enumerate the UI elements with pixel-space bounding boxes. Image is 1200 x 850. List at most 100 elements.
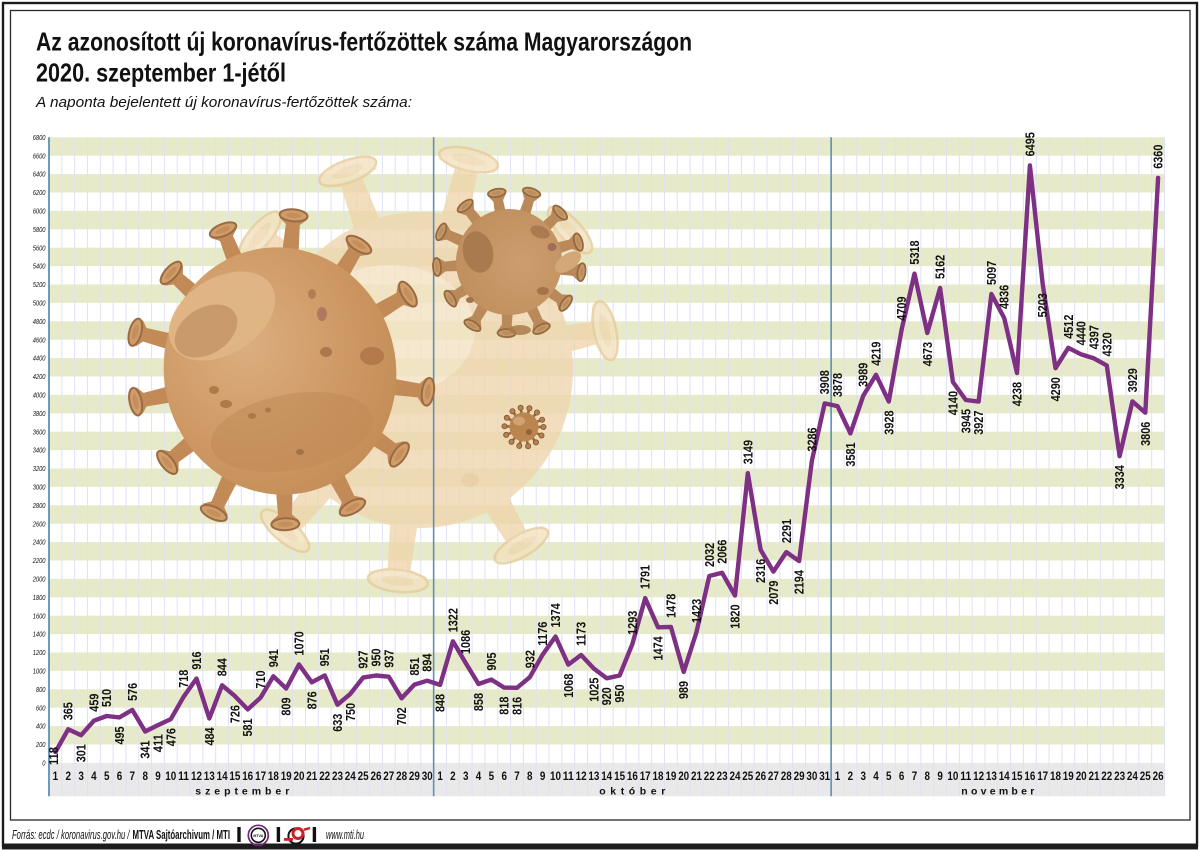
svg-text:2200: 2200 xyxy=(32,556,46,565)
svg-text:800: 800 xyxy=(36,685,46,694)
svg-text:23: 23 xyxy=(1114,769,1125,783)
svg-text:7: 7 xyxy=(130,769,136,783)
svg-text:858: 858 xyxy=(471,693,486,711)
svg-text:20: 20 xyxy=(678,769,689,783)
svg-text:12: 12 xyxy=(191,769,202,783)
svg-text:A naponta bejelentett új koron: A naponta bejelentett új koronavírus-fer… xyxy=(35,94,412,111)
svg-text:6360: 6360 xyxy=(1151,145,1166,169)
svg-text:21: 21 xyxy=(1089,769,1100,783)
svg-text:400: 400 xyxy=(36,722,46,731)
svg-text:495: 495 xyxy=(112,726,127,744)
svg-text:3: 3 xyxy=(463,769,469,783)
svg-text:200: 200 xyxy=(35,740,45,749)
svg-text:27: 27 xyxy=(768,769,779,783)
svg-text:17: 17 xyxy=(255,769,266,783)
svg-text:1293: 1293 xyxy=(625,611,640,635)
svg-text:5318: 5318 xyxy=(907,240,922,264)
svg-text:905: 905 xyxy=(484,653,499,671)
svg-text:16: 16 xyxy=(242,769,253,783)
svg-text:6: 6 xyxy=(117,769,123,783)
svg-text:1173: 1173 xyxy=(574,622,589,646)
svg-text:3581: 3581 xyxy=(843,442,858,466)
svg-text:1600: 1600 xyxy=(33,611,46,620)
svg-text:8: 8 xyxy=(142,769,148,783)
svg-text:6600: 6600 xyxy=(33,151,46,160)
svg-text:10: 10 xyxy=(947,769,958,783)
svg-text:750: 750 xyxy=(343,703,358,721)
svg-text:12: 12 xyxy=(576,769,587,783)
svg-text:2194: 2194 xyxy=(792,569,807,594)
svg-text:4140: 4140 xyxy=(945,391,960,415)
svg-text:szeptember: szeptember xyxy=(195,786,289,798)
svg-text:4836: 4836 xyxy=(997,285,1012,309)
svg-text:1: 1 xyxy=(53,769,59,783)
svg-text:3: 3 xyxy=(860,769,866,783)
svg-text:3400: 3400 xyxy=(33,446,46,455)
svg-text:365: 365 xyxy=(61,702,76,720)
svg-text:21: 21 xyxy=(691,769,702,783)
svg-text:11: 11 xyxy=(960,769,971,783)
svg-text:3945: 3945 xyxy=(958,409,973,433)
svg-text:28: 28 xyxy=(781,769,792,783)
svg-text:1070: 1070 xyxy=(292,631,307,655)
svg-text:809: 809 xyxy=(279,698,294,716)
svg-text:15: 15 xyxy=(614,769,625,783)
svg-text:3600: 3600 xyxy=(33,427,46,436)
svg-text:2: 2 xyxy=(65,769,71,783)
svg-text:4600: 4600 xyxy=(33,335,46,344)
svg-text:4238: 4238 xyxy=(1010,382,1025,406)
svg-text:411: 411 xyxy=(151,734,166,752)
svg-text:19: 19 xyxy=(281,769,292,783)
svg-text:2000: 2000 xyxy=(32,575,46,584)
svg-text:950: 950 xyxy=(612,685,627,703)
svg-text:3000: 3000 xyxy=(33,483,46,492)
svg-text:6400: 6400 xyxy=(33,170,46,179)
svg-text:26: 26 xyxy=(755,769,766,783)
svg-text:726: 726 xyxy=(227,705,242,723)
svg-text:31: 31 xyxy=(819,769,830,783)
svg-text:941: 941 xyxy=(266,649,281,667)
svg-text:2079: 2079 xyxy=(766,581,781,605)
svg-text:20: 20 xyxy=(294,769,305,783)
svg-text:15: 15 xyxy=(1012,769,1023,783)
svg-text:25: 25 xyxy=(358,769,369,783)
svg-text:4000: 4000 xyxy=(33,391,46,400)
svg-text:927: 927 xyxy=(356,651,371,669)
svg-text:30: 30 xyxy=(806,769,817,783)
svg-text:13: 13 xyxy=(204,769,215,783)
svg-text:989: 989 xyxy=(676,681,691,699)
svg-text:916: 916 xyxy=(189,652,204,670)
svg-text:26: 26 xyxy=(371,769,382,783)
svg-text:932: 932 xyxy=(522,650,537,668)
svg-text:2: 2 xyxy=(450,769,456,783)
svg-text:MTVA Sajtóarchivum / MTI: MTVA Sajtóarchivum / MTI xyxy=(133,827,231,842)
svg-text:www.mti.hu: www.mti.hu xyxy=(326,827,364,842)
svg-text:6800: 6800 xyxy=(33,133,46,142)
svg-text:600: 600 xyxy=(36,703,46,712)
svg-text:1374: 1374 xyxy=(548,603,563,628)
svg-text:950: 950 xyxy=(369,648,384,666)
svg-text:1800: 1800 xyxy=(33,593,46,602)
svg-text:Az azonosított új koronavírus-: Az azonosított új koronavírus-fertőzötte… xyxy=(36,26,692,56)
svg-text:1820: 1820 xyxy=(728,605,743,629)
svg-text:2020. szeptember 1-jétől: 2020. szeptember 1-jétől xyxy=(36,57,286,87)
svg-text:27: 27 xyxy=(383,769,394,783)
svg-text:844: 844 xyxy=(215,658,230,677)
svg-text:2316: 2316 xyxy=(753,559,768,583)
svg-text:1200: 1200 xyxy=(33,648,46,657)
svg-text:15: 15 xyxy=(229,769,240,783)
svg-text:0: 0 xyxy=(42,759,45,768)
svg-text:1322: 1322 xyxy=(445,608,460,632)
svg-text:24: 24 xyxy=(345,769,356,783)
svg-text:5097: 5097 xyxy=(984,261,999,285)
svg-text:18: 18 xyxy=(653,769,664,783)
svg-text:11: 11 xyxy=(563,769,574,783)
svg-text:4400: 4400 xyxy=(33,354,46,363)
svg-text:4290: 4290 xyxy=(1048,377,1063,401)
svg-text:5200: 5200 xyxy=(33,280,46,289)
svg-text:10: 10 xyxy=(165,769,176,783)
svg-text:5: 5 xyxy=(886,769,892,783)
svg-text:459: 459 xyxy=(86,694,101,712)
svg-text:951: 951 xyxy=(317,648,332,666)
svg-text:3149: 3149 xyxy=(740,440,755,464)
